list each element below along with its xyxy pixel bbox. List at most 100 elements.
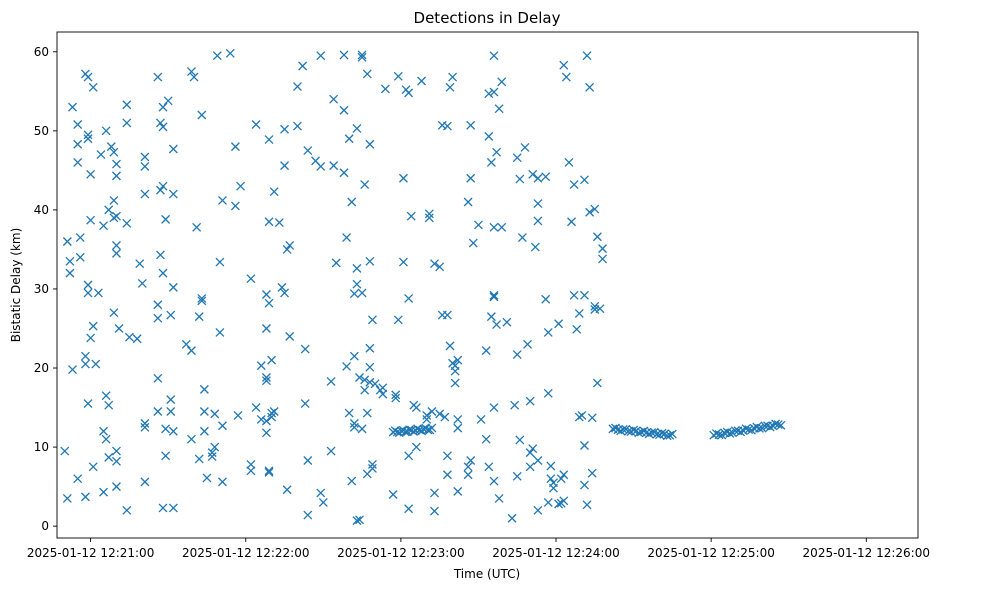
data-point — [476, 414, 486, 424]
data-point — [194, 312, 204, 322]
data-point — [109, 195, 119, 205]
data-point — [267, 412, 277, 422]
y-tick-label: 60 — [34, 45, 49, 59]
data-point — [592, 232, 602, 242]
data-point — [166, 407, 176, 416]
data-point — [88, 462, 98, 472]
data-point — [140, 477, 150, 487]
data-point — [484, 462, 494, 472]
data-point — [355, 515, 364, 525]
data-point — [106, 142, 116, 152]
data-point — [776, 420, 786, 430]
data-point — [186, 434, 196, 444]
data-point — [267, 355, 277, 365]
data-point — [158, 503, 168, 513]
data-point — [155, 185, 165, 195]
data-point — [497, 77, 507, 87]
x-axis-label: Time (UTC) — [453, 567, 520, 581]
data-point — [442, 451, 452, 461]
data-point — [347, 197, 357, 207]
data-point — [277, 282, 287, 292]
data-point — [515, 435, 525, 445]
data-point — [168, 426, 178, 436]
data-point — [512, 350, 522, 360]
data-point — [481, 346, 491, 356]
data-point — [331, 258, 341, 268]
data-point — [525, 448, 535, 458]
data-point — [453, 486, 463, 496]
data-point — [114, 324, 124, 333]
data-point — [155, 118, 165, 128]
y-tick-label: 20 — [34, 361, 49, 375]
data-point — [484, 89, 494, 99]
x-tick-label: 2025-01-12 12:26:00 — [803, 546, 930, 560]
data-point — [725, 428, 735, 438]
data-point — [512, 471, 522, 481]
data-point — [590, 301, 600, 311]
data-point — [592, 378, 602, 388]
x-tick-label: 2025-01-12 12:21:00 — [27, 546, 154, 560]
data-point — [282, 485, 292, 495]
data-point — [657, 428, 667, 438]
data-point — [65, 268, 75, 278]
data-point — [122, 118, 132, 128]
data-point — [404, 451, 414, 461]
data-point — [512, 153, 522, 163]
data-point — [104, 205, 114, 215]
data-point — [380, 84, 390, 94]
data-point — [585, 207, 595, 217]
data-point — [104, 452, 114, 462]
data-point — [355, 373, 364, 382]
data-point — [68, 365, 77, 375]
data-point — [349, 418, 359, 428]
data-point — [362, 69, 372, 79]
data-point — [489, 51, 499, 61]
data-point — [528, 444, 538, 454]
data-point — [357, 288, 367, 298]
data-point — [88, 321, 98, 331]
x-tick-label: 2025-01-12 12:23:00 — [337, 546, 464, 560]
data-point — [112, 482, 121, 492]
data-point — [533, 456, 543, 465]
data-point — [463, 462, 473, 472]
data-point — [492, 320, 502, 329]
data-point — [435, 262, 445, 272]
data-point — [251, 120, 261, 129]
data-point — [533, 173, 543, 183]
data-point — [83, 399, 93, 409]
data-point — [104, 400, 114, 410]
data-point — [269, 407, 279, 416]
data-point — [574, 412, 584, 422]
data-point — [569, 180, 579, 190]
data-point — [554, 499, 564, 509]
data-point — [528, 169, 538, 179]
data-point — [344, 408, 354, 418]
data-point — [181, 339, 191, 349]
data-point — [326, 376, 336, 386]
data-point — [93, 288, 103, 298]
data-point — [316, 488, 326, 498]
data-point — [442, 310, 452, 320]
data-point — [424, 213, 434, 223]
data-point — [168, 189, 178, 199]
data-point — [484, 131, 494, 141]
data-point — [280, 288, 289, 298]
data-point — [760, 421, 770, 431]
data-point — [264, 135, 274, 144]
data-point — [101, 391, 111, 401]
data-point — [197, 110, 207, 120]
y-axis-ticks: 0 10 20 30 40 50 60 — [34, 45, 57, 533]
data-point — [158, 102, 168, 112]
data-point — [388, 490, 398, 499]
data-point — [300, 344, 310, 354]
data-point — [153, 313, 163, 323]
data-point — [342, 233, 352, 243]
data-point — [261, 290, 271, 299]
data-point — [101, 434, 111, 444]
data-point — [473, 220, 483, 230]
data-point — [303, 146, 313, 156]
data-point — [246, 274, 256, 284]
data-point — [339, 168, 349, 178]
data-point — [448, 72, 458, 82]
data-point — [132, 334, 142, 344]
